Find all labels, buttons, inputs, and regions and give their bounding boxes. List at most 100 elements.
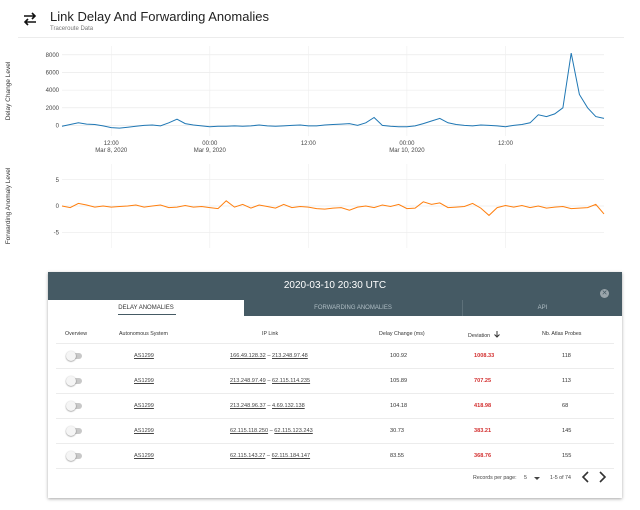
page-subtitle: Traceroute Data [50, 26, 94, 32]
ip-link-separator: – [265, 403, 273, 409]
x-tick-label: 12:00 [301, 141, 317, 147]
tab-delay-anomalies[interactable]: DELAY ANOMALIES [48, 300, 244, 316]
asn-link[interactable]: AS1299 [134, 403, 154, 409]
toggle-knob [66, 426, 76, 436]
ip-link-cell: 213.248.97.49 – 62.115.114.235 [230, 378, 310, 384]
ip-b-link[interactable]: 62.115.184.147 [271, 453, 311, 459]
table-row: AS1299 213.248.96.37 – 4.69.132.138 104.18… [56, 394, 614, 419]
page-title: Link Delay And Forwarding Anomalies [50, 9, 269, 24]
atlas-probes-value: 145 [562, 428, 572, 434]
deviation-value: 368.76 [474, 453, 492, 459]
ip-link-separator: – [268, 428, 275, 434]
column-deviation[interactable]: Deviation [468, 331, 500, 339]
delay-change-value: 104.18 [390, 403, 408, 409]
y-tick-label: 2000 [46, 106, 60, 112]
series-line [61, 53, 605, 129]
x-date-label: Mar 9, 2020 [194, 148, 227, 154]
ip-link-separator: – [265, 453, 272, 459]
deviation-value: 418.98 [474, 403, 492, 409]
chevron-left-icon[interactable] [580, 470, 592, 484]
y-tick-label: -5 [54, 230, 60, 236]
records-per-page-value: 5 [524, 475, 527, 481]
x-tick-label: 12:00 [498, 141, 514, 147]
overview-toggle[interactable] [66, 401, 82, 411]
header: Link Delay And Forwarding Anomalies Trac… [0, 0, 640, 40]
y-tick-label: 4000 [46, 88, 60, 94]
tab-label: DELAY ANOMALIES [118, 305, 174, 311]
column-delay-change[interactable]: Delay Change (ms) [379, 331, 425, 337]
ip-link-cell: 62.115.143.27 – 62.115.184.147 [230, 453, 310, 459]
ip-link-separator: – [265, 353, 273, 359]
toggle-knob [66, 451, 76, 461]
delay-change-value: 30.73 [390, 428, 404, 434]
atlas-probes-value: 155 [562, 453, 572, 459]
asn-link[interactable]: AS1299 [134, 453, 154, 459]
tab-forwarding-anomalies[interactable]: FORWARDING ANOMALIES [244, 300, 462, 316]
panel-title: 2020-03-10 20:30 UTC [283, 280, 387, 291]
atlas-probes-value: 118 [562, 353, 571, 359]
y-tick-label: 8000 [46, 53, 60, 59]
ip-b-link[interactable]: 62.115.114.235 [272, 378, 311, 384]
column-atlas-probes[interactable]: Nb. Atlas Probes [542, 331, 582, 337]
column-overview: Overview [65, 331, 88, 337]
delay-change-chart-svg: 0 2000 4000 6000 8000 12:00 00:00 12:00 00:00 12:… [5, 46, 605, 154]
atlas-probes-value: 68 [562, 403, 569, 409]
table-pagination: Records per page: 5 1-5 of 74 [48, 468, 622, 488]
deviation-value: 707.25 [474, 378, 492, 384]
ip-link-separator: – [265, 378, 273, 384]
header-divider [18, 37, 624, 38]
pagination-range: 1-5 of 74 [550, 475, 571, 481]
chevron-right-icon[interactable] [596, 470, 608, 484]
tab-api[interactable]: API [462, 300, 622, 316]
table-row: AS1299 62.115.118.250 – 62.115.123.243 30.… [56, 419, 614, 444]
swap-arrows-icon[interactable] [22, 11, 38, 27]
asn-link[interactable]: AS1299 [134, 353, 154, 359]
ip-a-link[interactable]: 166.49.128.32 [230, 353, 266, 359]
anomalies-panel: 2020-03-10 20:30 UTC ✕ DELAY ANOMALIES F… [48, 272, 622, 498]
table-row: AS1299 213.248.97.49 – 62.115.114.235 105.… [56, 369, 614, 394]
panel-tabs: DELAY ANOMALIES FORWARDING ANOMALIES API [48, 300, 622, 316]
close-icon[interactable]: ✕ [600, 289, 609, 298]
delay-change-value: 100.92 [390, 353, 408, 359]
ip-a-link[interactable]: 213.248.97.49 [230, 378, 266, 384]
x-date-label: Mar 8, 2020 [95, 148, 128, 154]
table-row: AS1299 166.49.128.32 – 213.248.97.48 100.9… [56, 344, 614, 369]
y-tick-label: 0 [56, 123, 60, 129]
forwarding-anomaly-chart-svg: -5 0 5 Forwarding Anomaly Level [5, 164, 605, 248]
column-autonomous-system[interactable]: Autonomous System [119, 331, 168, 337]
records-per-page-label: Records per page: [473, 475, 517, 481]
delay-change-chart: 0 2000 4000 6000 8000 12:00 00:00 12:00 00:00 12:… [0, 42, 640, 160]
toggle-knob [66, 376, 76, 386]
ip-link-cell: 62.115.118.250 – 62.115.123.243 [230, 428, 313, 434]
caret-down-icon [534, 477, 540, 480]
records-per-page-select[interactable]: 5 [524, 473, 542, 483]
overview-toggle[interactable] [66, 451, 82, 461]
asn-link[interactable]: AS1299 [134, 428, 154, 434]
overview-toggle[interactable] [66, 376, 82, 386]
column-ip-link[interactable]: IP Link [262, 331, 279, 337]
asn-link[interactable]: AS1299 [134, 378, 154, 384]
table-row: AS1299 62.115.143.27 – 62.115.184.147 83.5… [56, 444, 614, 469]
atlas-probes-value: 113 [562, 378, 571, 384]
x-tick-label: 00:00 [202, 141, 218, 147]
active-tab-indicator [118, 314, 176, 315]
delay-change-value: 83.55 [390, 453, 404, 459]
ip-a-link[interactable]: 62.115.143.27 [230, 453, 266, 459]
x-date-label: Mar 10, 2020 [389, 148, 425, 154]
ip-a-link[interactable]: 213.248.96.37 [230, 403, 266, 409]
tab-label: FORWARDING ANOMALIES [314, 305, 392, 311]
ip-b-link[interactable]: 213.248.97.48 [272, 353, 308, 359]
x-tick-label: 12:00 [104, 141, 120, 147]
overview-toggle[interactable] [66, 351, 82, 361]
y-tick-label: 6000 [46, 70, 60, 76]
toggle-knob [66, 351, 76, 361]
ip-link-cell: 166.49.128.32 – 213.248.97.48 [230, 353, 308, 359]
forwarding-anomaly-chart: -5 0 5 Forwarding Anomaly Level [0, 162, 640, 254]
ip-b-link[interactable]: 62.115.123.243 [274, 428, 313, 434]
ip-b-link[interactable]: 4.69.132.138 [272, 403, 305, 409]
y-tick-label: 0 [56, 204, 60, 210]
ip-a-link[interactable]: 62.115.118.250 [230, 428, 269, 434]
column-deviation-label: Deviation [468, 333, 491, 339]
overview-toggle[interactable] [66, 426, 82, 436]
y-tick-label: 5 [56, 178, 60, 184]
